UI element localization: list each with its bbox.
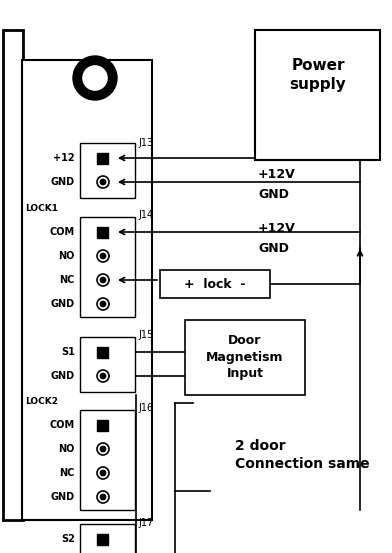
Bar — [98, 534, 109, 545]
Bar — [3, 30, 23, 520]
Bar — [98, 153, 109, 164]
Circle shape — [100, 253, 106, 259]
Bar — [98, 420, 109, 430]
Text: GND: GND — [51, 371, 75, 381]
Bar — [160, 270, 270, 298]
Circle shape — [100, 301, 106, 307]
Text: GND: GND — [258, 187, 289, 201]
Text: +  lock  -: + lock - — [184, 278, 246, 290]
Text: +12: +12 — [53, 153, 75, 163]
Bar — [80, 337, 135, 392]
Bar — [98, 227, 109, 237]
Text: Door
Magnetism
Input: Door Magnetism Input — [206, 333, 284, 380]
Bar — [80, 410, 135, 510]
Text: GND: GND — [258, 242, 289, 254]
Text: J15: J15 — [138, 330, 153, 340]
Circle shape — [100, 494, 106, 500]
Text: J16: J16 — [138, 403, 153, 413]
Text: COM: COM — [50, 420, 75, 430]
Text: LOCK2: LOCK2 — [25, 397, 58, 406]
Bar — [80, 143, 135, 198]
Text: GND: GND — [51, 177, 75, 187]
Text: S2: S2 — [61, 534, 75, 544]
Text: COM: COM — [50, 227, 75, 237]
Circle shape — [83, 66, 107, 90]
Text: J13: J13 — [138, 138, 153, 148]
Circle shape — [100, 373, 106, 379]
Text: +12V: +12V — [258, 168, 296, 180]
Text: GND: GND — [51, 492, 75, 502]
Circle shape — [100, 277, 106, 283]
Text: GND: GND — [51, 299, 75, 309]
Text: NO: NO — [59, 251, 75, 261]
Bar — [80, 217, 135, 317]
Circle shape — [100, 179, 106, 185]
Text: LOCK1: LOCK1 — [25, 204, 58, 213]
Text: +12V: +12V — [258, 222, 296, 234]
Text: Power
supply: Power supply — [290, 58, 347, 92]
Circle shape — [73, 56, 117, 100]
Text: J17: J17 — [138, 518, 153, 528]
Circle shape — [100, 470, 106, 476]
Text: S1: S1 — [61, 347, 75, 357]
Text: J14: J14 — [138, 210, 153, 220]
Bar — [80, 524, 135, 553]
Bar — [98, 347, 109, 357]
Text: 2 door
Connection same: 2 door Connection same — [235, 439, 370, 471]
Text: NC: NC — [60, 468, 75, 478]
Bar — [185, 320, 305, 395]
Circle shape — [100, 446, 106, 452]
Bar — [255, 30, 380, 160]
Bar — [22, 60, 152, 520]
Text: NC: NC — [60, 275, 75, 285]
Text: NO: NO — [59, 444, 75, 454]
